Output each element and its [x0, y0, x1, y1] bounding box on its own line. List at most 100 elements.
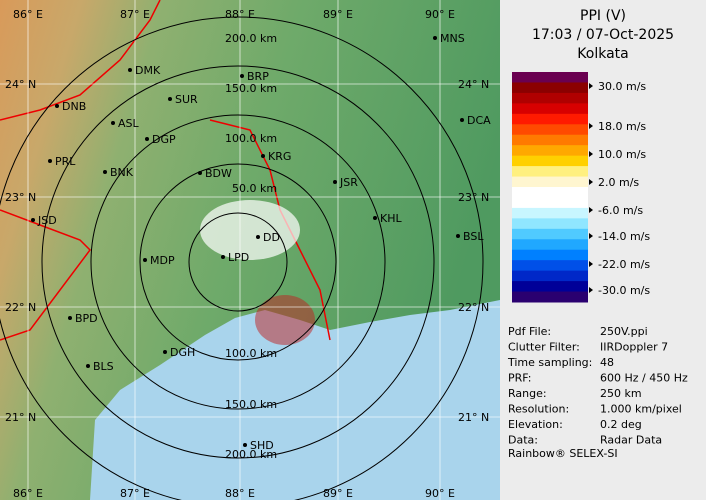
city-label: DCA	[467, 114, 491, 127]
city-label: BDW	[205, 167, 232, 180]
city-dot	[240, 74, 244, 78]
legend-tick	[589, 233, 593, 239]
latitude-label: 22° N	[5, 301, 36, 314]
city-label: BLS	[93, 360, 114, 373]
panel-time: 17:03 / 07-Oct-2025	[532, 27, 674, 43]
city-label: DD	[263, 231, 280, 244]
city-dot	[31, 218, 35, 222]
city-label: PRL	[55, 155, 76, 168]
legend-swatch	[512, 113, 588, 125]
legend-swatch	[512, 260, 588, 272]
range-ring	[139, 163, 337, 361]
legend-label: 10.0 m/s	[598, 148, 646, 161]
info-label: Data:	[508, 434, 538, 447]
border	[0, 0, 161, 121]
city-dot	[55, 104, 59, 108]
range-label: 150.0 km	[225, 82, 277, 95]
legend-swatch	[512, 281, 588, 293]
city-dot	[221, 255, 225, 259]
legend-swatch	[512, 166, 588, 178]
city-dot	[143, 258, 147, 262]
longitude-label: 86° E	[13, 487, 43, 500]
legend-tick	[589, 261, 593, 267]
range-ring	[41, 65, 435, 459]
legend-label: 30.0 m/s	[598, 80, 646, 93]
city-dot	[168, 97, 172, 101]
city-label: DGH	[170, 346, 195, 359]
legend-tick	[589, 287, 593, 293]
info-label: PRF:	[508, 372, 531, 385]
range-label: 100.0 km	[225, 347, 277, 360]
legend-swatch	[512, 82, 588, 94]
city-dot	[373, 216, 377, 220]
echo	[200, 200, 300, 260]
legend-swatch	[512, 270, 588, 282]
latitude-label: 24° N	[458, 78, 489, 91]
legend-swatch	[512, 134, 588, 146]
city-label: KHL	[380, 212, 402, 225]
legend-swatch	[512, 72, 588, 83]
city-dot	[163, 350, 167, 354]
city-dot	[433, 36, 437, 40]
latitude-label: 22° N	[458, 301, 489, 314]
legend-label: 2.0 m/s	[598, 176, 639, 189]
legend-tick	[589, 83, 593, 89]
info-label: Range:	[508, 387, 547, 400]
longitude-label: 88° E	[225, 487, 255, 500]
info-value: 1.000 km/pixel	[600, 403, 682, 416]
range-ring	[90, 114, 386, 410]
legend-swatch	[512, 291, 588, 303]
legend-swatch	[512, 124, 588, 136]
longitude-label: 89° E	[323, 8, 353, 21]
longitude-label: 89° E	[323, 487, 353, 500]
longitude-label: 90° E	[425, 487, 455, 500]
range-label: 200.0 km	[225, 448, 277, 461]
legend-swatch	[512, 249, 588, 261]
city-label: LPD	[228, 251, 249, 264]
legend-swatch	[512, 176, 588, 188]
legend-swatch	[512, 145, 588, 157]
city-label: JSR	[339, 176, 358, 189]
info-value: IIRDoppler 7	[600, 341, 668, 354]
longitude-label: 88° E	[225, 8, 255, 21]
border	[0, 209, 91, 341]
city-dot	[333, 180, 337, 184]
longitude-label: 87° E	[120, 8, 150, 21]
legend-label: 18.0 m/s	[598, 120, 646, 133]
legend-tick	[589, 123, 593, 129]
sea	[90, 300, 500, 500]
info-value: 250V.ppi	[600, 325, 648, 338]
info-value: 600 Hz / 450 Hz	[600, 372, 688, 385]
longitude-label: 86° E	[13, 8, 43, 21]
legend-tick	[589, 179, 593, 185]
legend-swatch	[512, 103, 588, 115]
legend-swatch	[512, 155, 588, 167]
info-label: Time sampling:	[507, 356, 592, 369]
footer: Rainbow® SELEX-SI	[508, 447, 618, 460]
city-dot	[243, 443, 247, 447]
legend-swatch	[512, 239, 588, 251]
city-dot	[103, 170, 107, 174]
city-label: SUR	[175, 93, 198, 106]
latitude-label: 23° N	[5, 191, 36, 204]
info-value: Radar Data	[600, 434, 662, 447]
city-label: DNB	[62, 100, 86, 113]
latitude-label: 23° N	[458, 191, 489, 204]
range-label: 150.0 km	[225, 398, 277, 411]
info-value: 0.2 deg	[600, 418, 642, 431]
legend-tick	[589, 151, 593, 157]
latitude-label: 21° N	[5, 411, 36, 424]
city-dot	[111, 121, 115, 125]
city-dot	[456, 234, 460, 238]
city-dot	[128, 68, 132, 72]
legend-label: -6.0 m/s	[598, 204, 643, 217]
info-label: Elevation:	[508, 418, 563, 431]
latitude-label: 21° N	[458, 411, 489, 424]
city-dot	[198, 171, 202, 175]
city-label: MDP	[150, 254, 175, 267]
info-label: Resolution:	[508, 403, 569, 416]
legend-swatch	[512, 187, 588, 198]
longitude-label: 87° E	[120, 487, 150, 500]
